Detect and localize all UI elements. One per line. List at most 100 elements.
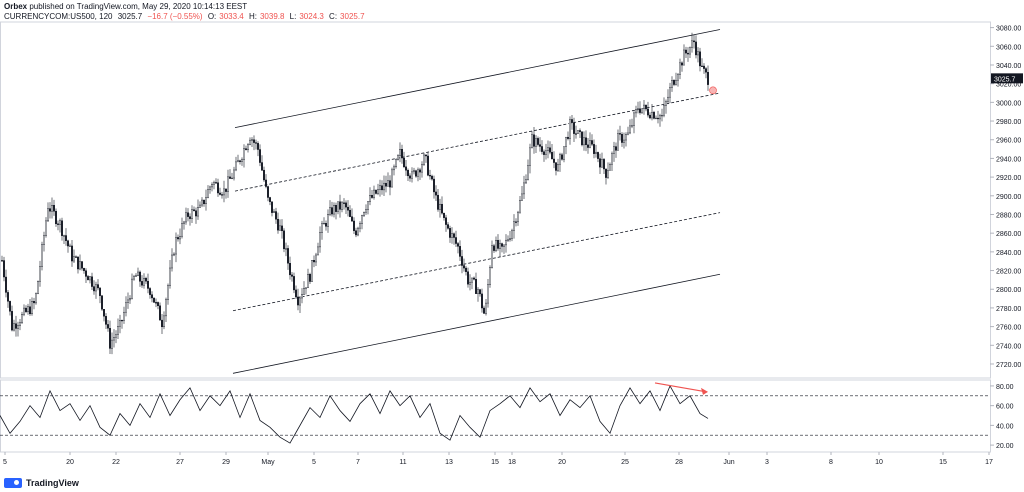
candle-up: [130, 278, 133, 299]
candle-up: [683, 49, 686, 66]
candle-down: [339, 201, 342, 210]
candle-down: [297, 296, 300, 306]
candle-down: [561, 154, 564, 160]
author-name[interactable]: Orbex: [4, 2, 28, 11]
candle-up: [190, 209, 193, 219]
candle-up: [365, 209, 368, 213]
candle-up: [248, 139, 251, 145]
candle-up: [184, 212, 187, 223]
candle-up: [527, 165, 530, 180]
candle-down: [202, 199, 205, 205]
candle-up: [166, 285, 169, 300]
candle-up: [395, 159, 398, 168]
candle-up: [557, 164, 560, 171]
publish-info: published on TradingView.com, May 29, 20…: [29, 2, 248, 11]
price-tick-label: 2920.00: [996, 175, 1021, 182]
candle-up: [21, 314, 24, 323]
high-value: 3039.8: [259, 12, 285, 21]
osc-tick-label: 20.00: [996, 443, 1014, 450]
candle-up: [305, 287, 308, 289]
candle-up: [230, 177, 233, 180]
candle-down: [293, 276, 296, 291]
candle-up: [182, 221, 185, 224]
tradingview-logo[interactable]: TradingView: [4, 478, 79, 488]
candle-down: [14, 323, 17, 329]
candle-up: [45, 220, 48, 236]
low-value: 3024.3: [299, 12, 324, 21]
candle-up: [232, 169, 235, 179]
candle-up: [469, 281, 472, 285]
candle-down: [695, 41, 698, 56]
candle-up: [301, 293, 304, 299]
candle-down: [435, 191, 438, 196]
candle-up: [361, 215, 364, 224]
candle-down: [265, 179, 268, 187]
candle-up: [68, 245, 71, 247]
candle-down: [80, 261, 83, 269]
candle-up: [246, 144, 249, 150]
divergence-arrowhead: [701, 387, 708, 395]
candle-down: [146, 280, 149, 289]
candle-up: [234, 161, 237, 171]
candle-down: [192, 209, 195, 211]
price-pane: 2720.00 2740.00 2760.00 2780.00 2800.00 2820.…: [0, 21, 1023, 379]
price-tick-label: 2800.00: [996, 287, 1021, 294]
candle-down: [419, 169, 422, 173]
candle-up: [240, 159, 243, 162]
candle-down: [575, 133, 578, 135]
candle-up: [679, 62, 682, 75]
candle-down: [537, 138, 540, 145]
osc-tick-label: 60.00: [996, 404, 1014, 411]
candle-down: [283, 230, 286, 250]
candle-up: [164, 299, 167, 317]
candle-down: [343, 202, 346, 204]
candle-up: [689, 47, 692, 55]
candle-up: [43, 235, 46, 245]
candle-down: [176, 237, 179, 240]
candle-down: [76, 256, 79, 270]
candle-down: [375, 189, 378, 194]
candle-up: [132, 276, 135, 280]
candle-down: [82, 268, 85, 271]
candle-down: [687, 52, 690, 55]
candle-up: [180, 223, 183, 237]
candle-up: [285, 248, 288, 250]
candle-up: [529, 147, 532, 166]
candle-up: [226, 176, 229, 192]
candle-down: [254, 142, 257, 144]
candle-up: [206, 189, 209, 198]
candle-down: [681, 62, 684, 66]
candle-up: [507, 239, 510, 241]
candle-down: [150, 294, 153, 299]
time-tick-label: 10: [875, 459, 883, 466]
candle-down: [415, 170, 418, 177]
candle-down: [53, 205, 56, 212]
candle-down: [138, 271, 141, 282]
candle-down: [6, 292, 9, 302]
candle-down: [351, 216, 354, 222]
time-tick-label: 20: [66, 459, 74, 466]
candle-up: [128, 298, 131, 301]
candle-down: [8, 301, 11, 312]
candle-down: [108, 328, 111, 349]
candle-down: [29, 306, 32, 315]
tradingview-logo-icon: [4, 478, 22, 488]
candle-up: [116, 326, 119, 335]
candle-up: [35, 293, 38, 304]
time-tick-label: 20: [558, 459, 566, 466]
candle-down: [214, 182, 217, 184]
candle-down: [66, 240, 69, 247]
candle-down: [475, 279, 478, 294]
candle-up: [677, 74, 680, 81]
candle-down: [355, 230, 358, 236]
candle-down: [64, 235, 67, 241]
candle-up: [583, 137, 586, 146]
time-tick-label: 15: [491, 459, 499, 466]
candle-up: [643, 104, 646, 110]
candle-up: [19, 322, 22, 326]
candle-up: [110, 339, 113, 349]
candle-down: [645, 104, 648, 110]
candle-down: [647, 108, 650, 116]
candle-down: [553, 158, 556, 163]
